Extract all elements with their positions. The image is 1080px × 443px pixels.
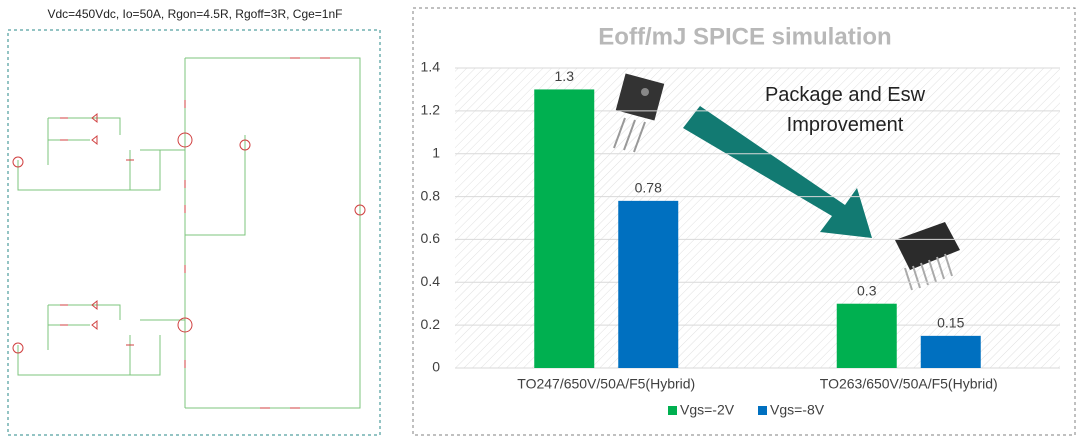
y-tick-label: 1 xyxy=(432,144,440,160)
value-label: 0.78 xyxy=(635,180,662,196)
y-tick-label: 0.8 xyxy=(421,187,441,203)
legend-swatch xyxy=(758,406,767,415)
bar xyxy=(618,200,679,368)
y-tick-label: 0 xyxy=(432,359,440,375)
y-tick-label: 0.4 xyxy=(421,273,441,289)
package-image xyxy=(613,73,960,291)
bar xyxy=(920,335,981,368)
y-tick-label: 1.2 xyxy=(421,102,441,118)
bar xyxy=(534,89,595,368)
x-tick-label: TO263/650V/50A/F5(Hybrid) xyxy=(820,376,998,392)
y-tick-label: 1.4 xyxy=(421,59,441,75)
chart-frame xyxy=(412,7,1076,436)
annotation-line: Package and Esw xyxy=(765,84,926,106)
value-label: 0.15 xyxy=(937,315,964,331)
annotation: Package and Esw Improvement xyxy=(765,84,926,136)
bar xyxy=(836,303,897,368)
arrow xyxy=(683,106,872,238)
legend-label: Vgs=-2V xyxy=(680,402,735,418)
y-tick-label: 0.6 xyxy=(421,230,441,246)
y-tick-label: 0.2 xyxy=(421,316,441,332)
value-label: 1.3 xyxy=(555,68,575,84)
legend-label: Vgs=-8V xyxy=(770,402,825,418)
x-tick-label: TO247/650V/50A/F5(Hybrid) xyxy=(517,376,695,392)
schematic xyxy=(12,57,366,409)
chart-title: Eoff/mJ SPICE simulation xyxy=(598,23,891,50)
annotation-line: Improvement xyxy=(787,114,904,136)
schematic-frame xyxy=(7,29,381,436)
caption: Vdc=450Vdc, Io=50A, Rgon=4.5R, Rgoff=3R,… xyxy=(48,7,343,21)
value-label: 0.3 xyxy=(857,282,877,298)
legend-swatch xyxy=(668,406,677,415)
